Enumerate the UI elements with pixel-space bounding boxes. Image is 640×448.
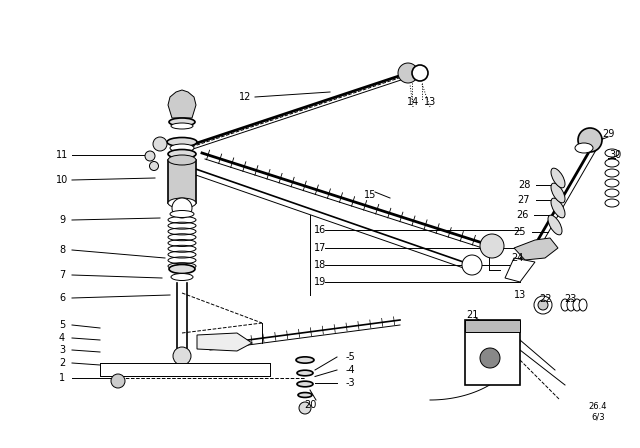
Ellipse shape bbox=[573, 299, 581, 311]
Ellipse shape bbox=[551, 198, 565, 218]
Text: 11: 11 bbox=[56, 150, 68, 160]
Text: 8: 8 bbox=[59, 245, 65, 255]
Text: 1: 1 bbox=[59, 373, 65, 383]
Text: 6: 6 bbox=[59, 293, 65, 303]
Text: 20: 20 bbox=[304, 400, 316, 410]
Ellipse shape bbox=[170, 144, 194, 152]
Text: 13: 13 bbox=[424, 97, 436, 107]
Text: 13: 13 bbox=[514, 290, 526, 300]
Ellipse shape bbox=[548, 215, 562, 235]
Text: 21: 21 bbox=[466, 310, 478, 320]
Text: 9: 9 bbox=[59, 215, 65, 225]
Ellipse shape bbox=[171, 123, 193, 129]
Circle shape bbox=[578, 128, 602, 152]
Polygon shape bbox=[514, 238, 558, 260]
Ellipse shape bbox=[168, 150, 196, 159]
Circle shape bbox=[534, 296, 552, 314]
Ellipse shape bbox=[168, 155, 196, 165]
Circle shape bbox=[153, 137, 167, 151]
Ellipse shape bbox=[567, 299, 575, 311]
Polygon shape bbox=[168, 90, 196, 118]
Ellipse shape bbox=[169, 118, 195, 126]
Circle shape bbox=[412, 65, 428, 81]
Text: 10: 10 bbox=[56, 175, 68, 185]
Ellipse shape bbox=[168, 198, 196, 208]
Circle shape bbox=[299, 402, 311, 414]
Text: 19: 19 bbox=[314, 277, 326, 287]
Ellipse shape bbox=[296, 357, 314, 363]
Polygon shape bbox=[465, 320, 520, 385]
Text: 16: 16 bbox=[314, 225, 326, 235]
Ellipse shape bbox=[297, 381, 313, 387]
Text: 15: 15 bbox=[364, 190, 376, 200]
Ellipse shape bbox=[561, 299, 569, 311]
Text: 23: 23 bbox=[564, 294, 576, 304]
Ellipse shape bbox=[297, 370, 313, 376]
Ellipse shape bbox=[551, 183, 565, 203]
Polygon shape bbox=[197, 333, 252, 351]
Text: 18: 18 bbox=[314, 260, 326, 270]
Text: 27: 27 bbox=[518, 195, 531, 205]
Ellipse shape bbox=[167, 138, 197, 146]
Text: 12: 12 bbox=[239, 92, 251, 102]
Polygon shape bbox=[168, 160, 196, 203]
Text: 26.4
6/3: 26.4 6/3 bbox=[589, 402, 607, 422]
Text: 26: 26 bbox=[516, 210, 528, 220]
Text: 3: 3 bbox=[59, 345, 65, 355]
Ellipse shape bbox=[169, 264, 195, 273]
Text: -5: -5 bbox=[345, 352, 355, 362]
Text: 17: 17 bbox=[314, 243, 326, 253]
Text: 29: 29 bbox=[602, 129, 614, 139]
Circle shape bbox=[398, 63, 418, 83]
Text: 30: 30 bbox=[609, 150, 621, 160]
Text: 25: 25 bbox=[514, 227, 526, 237]
Ellipse shape bbox=[171, 273, 193, 280]
Circle shape bbox=[145, 151, 155, 161]
Ellipse shape bbox=[170, 211, 194, 217]
Text: 28: 28 bbox=[518, 180, 530, 190]
Circle shape bbox=[111, 374, 125, 388]
Circle shape bbox=[150, 161, 159, 171]
Text: 5: 5 bbox=[59, 320, 65, 330]
Polygon shape bbox=[465, 320, 520, 332]
Text: 24: 24 bbox=[511, 253, 523, 263]
Text: 4: 4 bbox=[59, 333, 65, 343]
Text: -3: -3 bbox=[345, 378, 355, 388]
Circle shape bbox=[480, 348, 500, 368]
Text: 22: 22 bbox=[539, 294, 551, 304]
Ellipse shape bbox=[575, 143, 593, 153]
Polygon shape bbox=[100, 363, 270, 376]
Polygon shape bbox=[505, 258, 535, 282]
Circle shape bbox=[462, 255, 482, 275]
Circle shape bbox=[172, 198, 192, 218]
Text: 14: 14 bbox=[407, 97, 419, 107]
Ellipse shape bbox=[579, 299, 587, 311]
Text: 7: 7 bbox=[59, 270, 65, 280]
Text: -4: -4 bbox=[345, 365, 355, 375]
Ellipse shape bbox=[298, 392, 312, 397]
Circle shape bbox=[480, 234, 504, 258]
Circle shape bbox=[538, 300, 548, 310]
Ellipse shape bbox=[551, 168, 565, 188]
Text: 2: 2 bbox=[59, 358, 65, 368]
Circle shape bbox=[173, 347, 191, 365]
